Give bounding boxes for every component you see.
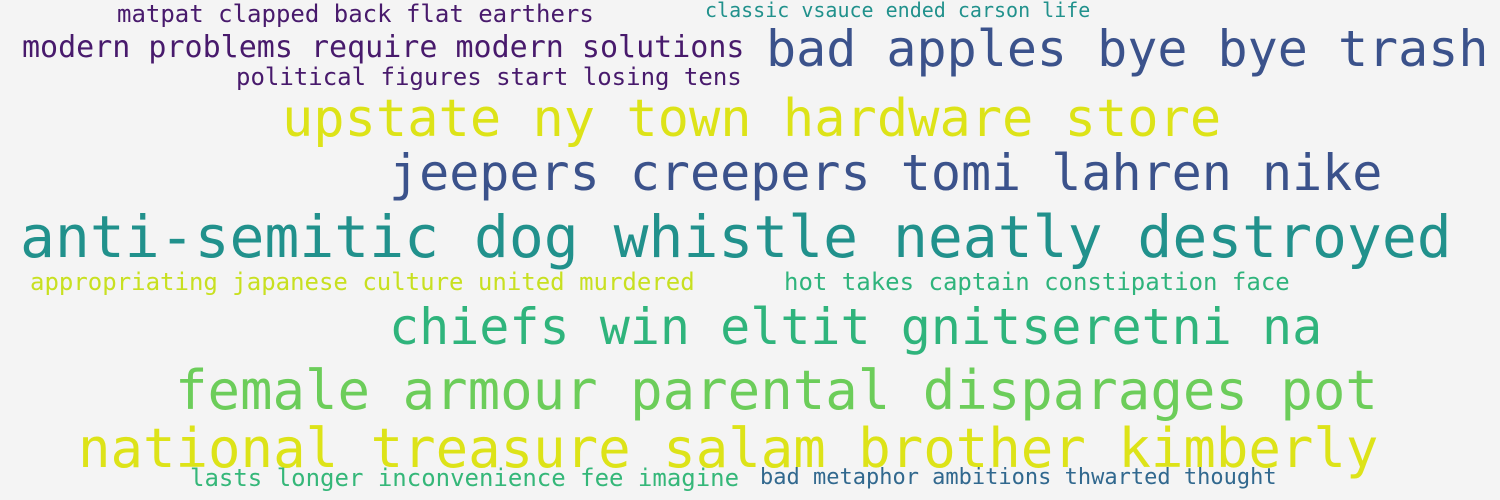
word-cloud-phrase: female armour parental disparages pot: [175, 359, 1378, 422]
word-cloud-phrase: hot takes captain constipation face: [784, 268, 1290, 296]
word-cloud-phrase: modern problems require modern solutions: [22, 30, 745, 65]
word-cloud-phrase: bad metaphor ambitions thwarted thought: [760, 465, 1277, 490]
word-cloud-phrase: jeepers creepers tomi lahren nike: [389, 144, 1383, 202]
word-cloud-phrase: political figures start losing tens: [236, 63, 742, 91]
word-cloud-phrase: matpat clapped back flat earthers: [117, 0, 594, 28]
word-cloud-phrase: lasts longer inconvenience fee imagine: [190, 464, 740, 492]
word-cloud-phrase: anti-semitic dog whistle neatly destroye…: [20, 203, 1452, 271]
word-cloud-phrase: national treasure salam brother kimberly: [78, 417, 1379, 480]
word-cloud-phrase: appropriating japanese culture united mu…: [30, 268, 695, 296]
word-cloud-phrase: chiefs win eltit gnitseretni na: [389, 298, 1323, 356]
word-cloud-phrase: upstate ny town hardware store: [282, 89, 1222, 149]
word-cloud-phrase: classic vsauce ended carson life: [705, 0, 1091, 22]
word-cloud-phrase: bad apples bye bye trash: [766, 20, 1489, 78]
